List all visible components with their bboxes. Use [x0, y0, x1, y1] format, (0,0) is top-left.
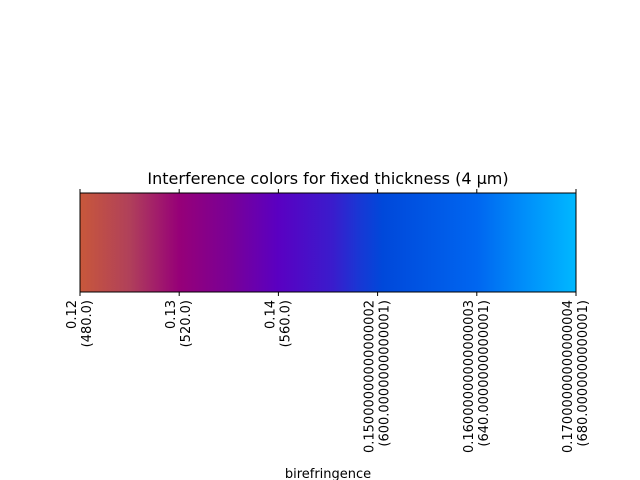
tick-label-wavelength: (520.0) [179, 300, 194, 347]
tick-label-value: 0.14 [263, 300, 278, 329]
tick-label-value: 0.17000000000000004 [561, 300, 576, 453]
tick-label-value: 0.15000000000000002 [363, 300, 378, 453]
color-bar [80, 193, 576, 292]
tick-label-value: 0.16000000000000003 [462, 300, 477, 453]
x-axis-label: birefringence [285, 467, 371, 480]
tick-label-wavelength: (560.0) [278, 300, 293, 347]
tick-label-wavelength: (600.0000000000001) [378, 300, 393, 447]
tick-label-wavelength: (480.0) [80, 300, 95, 347]
tick-label-value: 0.12 [65, 300, 80, 329]
tick-label-wavelength: (680.0000000000001) [576, 300, 591, 447]
x-axis-ticks: 0.12 (480.0) 0.13 (520.0) 0.14 (560.0) 0.15000… [65, 189, 591, 453]
tick-label-value: 0.13 [164, 300, 179, 329]
plot-frame [79, 192, 577, 293]
tick-label-wavelength: (640.0000000000001) [477, 300, 492, 447]
chart-title: Interference colors for fixed thickness … [147, 169, 508, 188]
